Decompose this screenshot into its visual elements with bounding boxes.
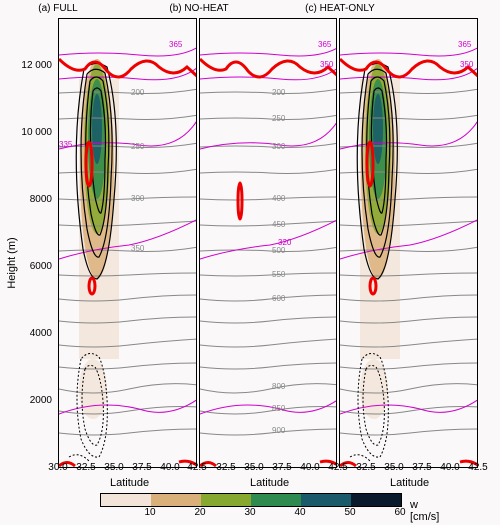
ytick: 6000: [0, 261, 52, 272]
ytick: 4000: [0, 328, 52, 339]
x-axis-label: Latitude: [390, 477, 429, 489]
svg-text:300: 300: [131, 194, 145, 203]
ctick: 50: [344, 507, 355, 518]
xtick: 42.5: [458, 462, 498, 473]
panel-c-heat-only: 365 350: [339, 18, 478, 468]
ctick: 40: [294, 507, 305, 518]
ytick: 10 000: [0, 127, 52, 138]
ctick: 10: [144, 507, 155, 518]
ctick: 60: [394, 507, 405, 518]
panel-title-a: (a) FULL: [0, 3, 128, 14]
svg-text:400: 400: [272, 194, 286, 203]
x-axis-label: Latitude: [110, 477, 149, 489]
svg-text:320: 320: [278, 238, 292, 247]
panel-title-c: (c) HEAT-ONLY: [271, 3, 410, 14]
svg-text:350: 350: [131, 244, 145, 253]
svg-text:350: 350: [320, 60, 334, 69]
svg-text:450: 450: [272, 220, 286, 229]
svg-text:335: 335: [59, 140, 73, 149]
svg-text:600: 600: [272, 294, 286, 303]
svg-text:200: 200: [131, 88, 145, 97]
colorbar-label: w [cm/s]: [410, 499, 439, 523]
ytick: 2000: [0, 395, 52, 406]
svg-text:850: 850: [272, 404, 286, 413]
panels-row: 200 250 300 350 365 335 200 250 300 400 450 500 55…: [58, 18, 478, 468]
panel-b-no-heat: 200 250 300 400 450 500 550 600 800 850 900 365 350…: [199, 18, 338, 468]
ytick: 8000: [0, 194, 52, 205]
svg-text:365: 365: [458, 40, 472, 49]
panel-a-full: 200 250 300 350 365 335: [58, 18, 197, 468]
svg-text:800: 800: [272, 382, 286, 391]
svg-text:500: 500: [272, 246, 286, 255]
ctick: 30: [244, 507, 255, 518]
svg-text:250: 250: [272, 114, 286, 123]
svg-text:200: 200: [272, 88, 286, 97]
svg-text:550: 550: [272, 270, 286, 279]
x-axis-label: Latitude: [250, 477, 289, 489]
svg-text:300: 300: [272, 142, 286, 151]
panel-title-b: (b) NO-HEAT: [130, 3, 269, 14]
ctick: 20: [194, 507, 205, 518]
svg-text:365: 365: [318, 40, 332, 49]
colorbar-box: [100, 493, 402, 507]
colorbar: 10 20 30 40 50 60 w [cm/s]: [100, 493, 400, 517]
ytick: 12 000: [0, 60, 52, 71]
svg-text:250: 250: [131, 142, 145, 151]
svg-text:900: 900: [272, 426, 286, 435]
svg-text:365: 365: [169, 40, 183, 49]
svg-text:350: 350: [460, 60, 474, 69]
